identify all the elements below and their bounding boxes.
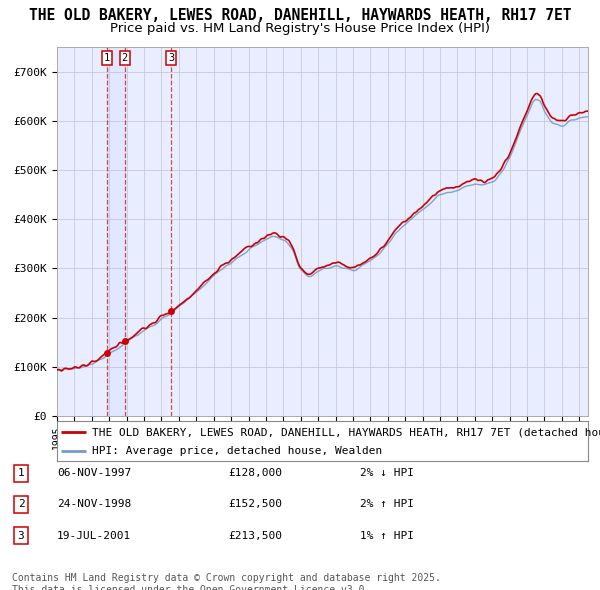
Text: 1: 1 <box>103 53 110 63</box>
Text: £152,500: £152,500 <box>228 500 282 509</box>
Text: 06-NOV-1997: 06-NOV-1997 <box>57 468 131 478</box>
Text: 3: 3 <box>168 53 174 63</box>
Text: 2: 2 <box>17 500 25 509</box>
Text: 3: 3 <box>17 531 25 540</box>
Text: 2% ↓ HPI: 2% ↓ HPI <box>360 468 414 478</box>
Text: 2: 2 <box>122 53 128 63</box>
Text: 2% ↑ HPI: 2% ↑ HPI <box>360 500 414 509</box>
Text: £213,500: £213,500 <box>228 531 282 540</box>
Text: 1% ↑ HPI: 1% ↑ HPI <box>360 531 414 540</box>
Text: Contains HM Land Registry data © Crown copyright and database right 2025.
This d: Contains HM Land Registry data © Crown c… <box>12 573 441 590</box>
Text: HPI: Average price, detached house, Wealden: HPI: Average price, detached house, Weal… <box>92 445 382 455</box>
Text: THE OLD BAKERY, LEWES ROAD, DANEHILL, HAYWARDS HEATH, RH17 7ET: THE OLD BAKERY, LEWES ROAD, DANEHILL, HA… <box>29 8 571 22</box>
Text: 24-NOV-1998: 24-NOV-1998 <box>57 500 131 509</box>
Text: 1: 1 <box>17 468 25 478</box>
Text: Price paid vs. HM Land Registry's House Price Index (HPI): Price paid vs. HM Land Registry's House … <box>110 22 490 35</box>
Text: THE OLD BAKERY, LEWES ROAD, DANEHILL, HAYWARDS HEATH, RH17 7ET (detached house): THE OLD BAKERY, LEWES ROAD, DANEHILL, HA… <box>92 427 600 437</box>
Bar <box>107 47 125 416</box>
Text: 19-JUL-2001: 19-JUL-2001 <box>57 531 131 540</box>
Text: £128,000: £128,000 <box>228 468 282 478</box>
